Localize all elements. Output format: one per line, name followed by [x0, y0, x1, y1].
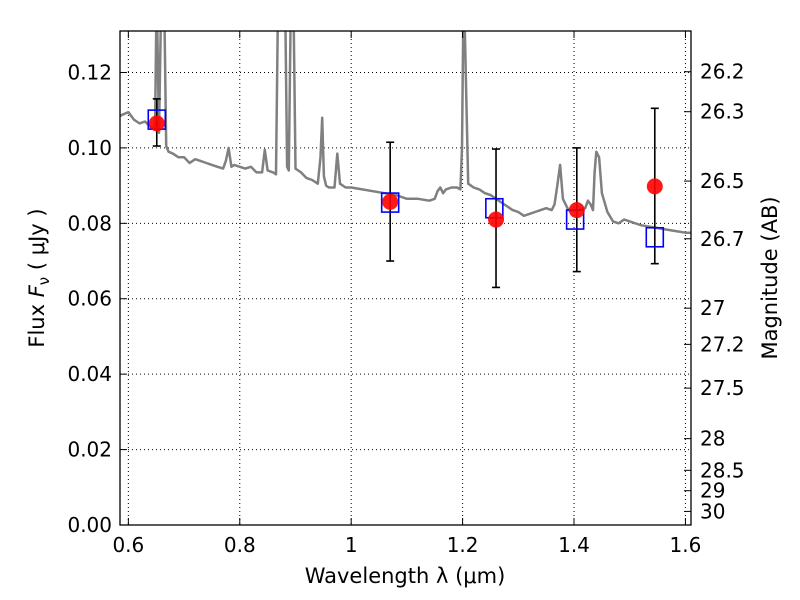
magnitude-tick-label: 27.2 — [700, 332, 745, 356]
y2-axis-label: Magnitude (AB) — [758, 196, 782, 359]
x-tick-label: 1 — [345, 533, 358, 557]
y-tick-label: 0.12 — [67, 60, 112, 84]
magnitude-tick-label: 28.5 — [700, 458, 745, 482]
error-bars — [152, 98, 659, 289]
y-tick-label: 0.08 — [67, 211, 112, 235]
observed-photometry-point — [382, 193, 399, 210]
x-axis-ticks: 0.6 0.8 1 1.2 1.4 1.6 — [112, 31, 701, 557]
y-tick-label: 0.10 — [67, 136, 112, 160]
magnitude-tick-label: 29 — [700, 479, 725, 503]
observed-photometry-markers — [148, 115, 663, 228]
y-tick-label: 0.00 — [67, 513, 112, 537]
magnitude-tick-label: 30 — [700, 499, 725, 523]
observed-photometry-point — [148, 115, 165, 132]
grid — [120, 31, 691, 526]
magnitude-tick-label: 27.5 — [700, 376, 745, 400]
magnitude-tick-label: 26.5 — [700, 169, 745, 193]
model-spectrum-line — [120, 31, 691, 234]
magnitude-tick-label: 26.7 — [700, 227, 745, 251]
magnitude-tick-label: 26.3 — [700, 100, 745, 124]
y-axis-ticks: 0.00 0.02 0.04 0.06 0.08 0.10 0.12 — [67, 60, 127, 537]
observed-photometry-point — [646, 178, 663, 195]
y-tick-label: 0.04 — [67, 362, 112, 386]
x-tick-label: 0.8 — [224, 533, 256, 557]
model-spectrum-layer — [120, 31, 691, 234]
x-tick-label: 1.2 — [447, 533, 479, 557]
model-photometry-square — [645, 226, 665, 248]
magnitude-tick-label: 27 — [700, 296, 725, 320]
observed-photometry-point — [568, 202, 585, 219]
x-tick-label: 1.4 — [558, 533, 590, 557]
x-tick-label: 1.6 — [670, 533, 702, 557]
y-axis-label: Flux Fν ( μJy ) — [25, 208, 53, 347]
y-tick-label: 0.02 — [67, 438, 112, 462]
observed-photometry-point — [488, 211, 505, 228]
x-axis-label: Wavelength λ (μm) — [305, 564, 506, 588]
x-tick-label: 0.6 — [112, 533, 144, 557]
y-tick-label: 0.06 — [67, 287, 112, 311]
magnitude-tick-label: 26.2 — [700, 60, 745, 84]
model-photometry-square — [380, 192, 400, 213]
plot-frame — [119, 30, 692, 526]
magnitude-tick-label: 28 — [700, 427, 725, 451]
model-photometry-markers — [147, 109, 665, 248]
